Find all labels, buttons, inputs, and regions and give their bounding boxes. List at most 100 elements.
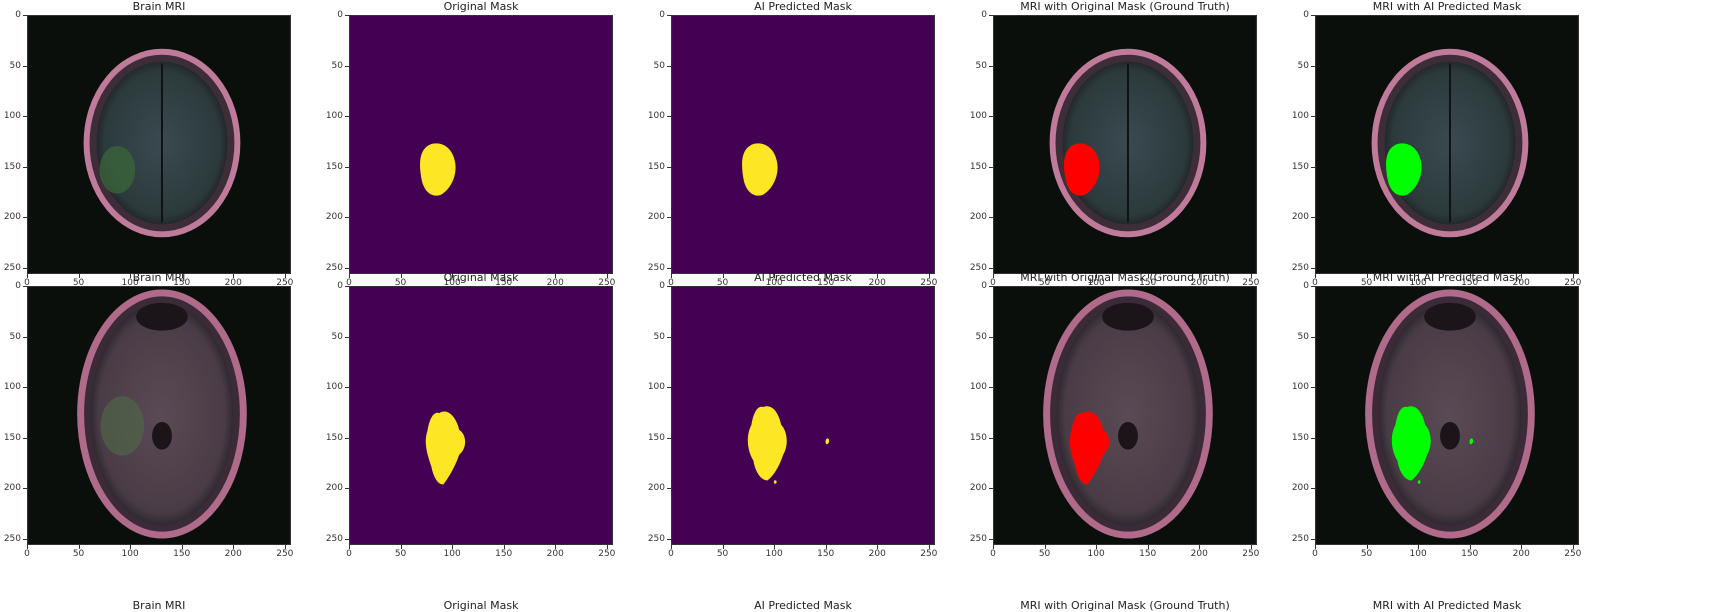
y-tick-label: 250 [969, 262, 987, 273]
mask-region [773, 480, 777, 484]
x-tick-label: 0 [1312, 549, 1318, 559]
y-tick-mark [989, 15, 993, 16]
x-tick-label: 100 [1409, 278, 1427, 288]
x-tick-label: 250 [1564, 549, 1582, 559]
x-tick-label: 100 [121, 549, 139, 559]
x-tick-mark [1199, 545, 1201, 549]
brainstem [1118, 421, 1138, 450]
x-tick-mark [181, 545, 183, 549]
y-tick-label: 200 [969, 212, 987, 223]
y-tick-label: 100 [1291, 111, 1309, 122]
x-tick-label: 150 [173, 549, 191, 559]
mask-region [425, 411, 466, 485]
y-tick-mark [345, 538, 349, 540]
y-tick-mark [989, 166, 993, 168]
x-tick-mark [78, 274, 80, 278]
x-tick-label: 150 [1139, 549, 1157, 559]
y-tick-label: 0 [337, 10, 343, 20]
y-tick-mark [989, 217, 993, 219]
y-tick-label: 200 [647, 212, 665, 223]
subplot-title: AI Predicted Mask [754, 0, 852, 13]
y-tick-label: 100 [3, 382, 21, 393]
y-tick-label: 200 [1291, 483, 1309, 494]
y-tick-label: 200 [3, 212, 21, 223]
subplot-title: Original Mask [443, 0, 519, 13]
y-tick-label: 100 [647, 111, 665, 122]
y-tick-label: 0 [337, 281, 343, 291]
x-tick-label: 100 [443, 278, 461, 288]
subplot-title: Original Mask [443, 271, 519, 284]
y-tick-label: 250 [647, 262, 665, 273]
y-tick-mark [345, 286, 349, 287]
y-tick-label: 150 [647, 432, 665, 443]
x-tick-mark [877, 545, 879, 549]
x-tick-label: 250 [1242, 549, 1260, 559]
x-tick-mark [503, 274, 505, 278]
y-tick-label: 250 [1291, 262, 1309, 273]
x-tick-mark [1366, 545, 1368, 549]
x-tick-label: 100 [765, 549, 783, 559]
x-tick-label: 200 [224, 278, 242, 288]
x-tick-mark [1418, 274, 1420, 278]
y-tick-mark [23, 65, 27, 67]
mask-region [825, 438, 830, 445]
image-axes [993, 15, 1257, 274]
mri-image [28, 287, 290, 544]
y-tick-mark [23, 286, 27, 287]
y-tick-mark [667, 65, 671, 67]
frontal-sinus [1424, 302, 1476, 331]
y-tick-mark [1311, 217, 1315, 219]
y-tick-label: 150 [325, 161, 343, 172]
x-tick-label: 250 [598, 278, 616, 288]
x-tick-mark [503, 545, 505, 549]
bottom-subplot-title: MRI with Original Mask (Ground Truth) [1020, 599, 1230, 612]
y-tick-label: 250 [325, 262, 343, 273]
x-tick-mark [1418, 545, 1420, 549]
x-tick-label: 200 [546, 278, 564, 288]
subplot-title: AI Predicted Mask [754, 271, 852, 284]
subplot-title: MRI with AI Predicted Mask [1372, 271, 1522, 284]
y-tick-mark [667, 437, 671, 439]
x-tick-label: 250 [1242, 278, 1260, 288]
x-tick-label: 150 [1461, 549, 1479, 559]
x-tick-mark [1315, 274, 1316, 278]
mask-background [350, 16, 612, 273]
x-tick-mark [284, 274, 286, 278]
y-tick-mark [989, 286, 993, 287]
y-tick-mark [345, 336, 349, 338]
image-axes [1315, 15, 1579, 274]
x-tick-label: 0 [990, 278, 996, 288]
y-tick-mark [23, 116, 27, 118]
x-tick-mark [233, 545, 235, 549]
x-tick-mark [774, 545, 776, 549]
x-tick-mark [284, 545, 286, 549]
y-tick-label: 0 [15, 10, 21, 20]
subplot-mask-orig-case2: Original Mask 0 50 100 150 200 250 0 50 100 150 200… [326, 271, 616, 559]
y-tick-mark [345, 387, 349, 389]
image-axes [349, 286, 613, 545]
y-tick-mark [667, 166, 671, 168]
x-tick-mark [400, 274, 402, 278]
mask-region [1386, 143, 1422, 196]
y-tick-label: 0 [1303, 281, 1309, 291]
y-tick-label: 250 [647, 533, 665, 544]
y-tick-mark [1311, 267, 1315, 269]
segmentation-mask-image [672, 16, 934, 273]
x-tick-mark [452, 545, 454, 549]
y-tick-mark [989, 437, 993, 439]
y-tick-label: 0 [15, 281, 21, 291]
x-tick-label: 0 [24, 278, 30, 288]
mri-image [28, 16, 290, 273]
y-tick-mark [1311, 387, 1315, 389]
x-tick-mark [181, 274, 183, 278]
y-tick-mark [667, 488, 671, 490]
y-tick-label: 0 [981, 10, 987, 20]
y-tick-mark [23, 336, 27, 338]
subplot-overlay-pred-case1: MRI with AI Predicted Mask 0 50 100 150 200 25… [1292, 0, 1582, 288]
brainstem [152, 421, 172, 450]
x-tick-label: 50 [716, 278, 729, 288]
y-tick-label: 50 [9, 60, 21, 71]
mask-background [350, 287, 612, 544]
x-tick-label: 50 [1038, 278, 1051, 288]
x-tick-label: 0 [1312, 278, 1318, 288]
